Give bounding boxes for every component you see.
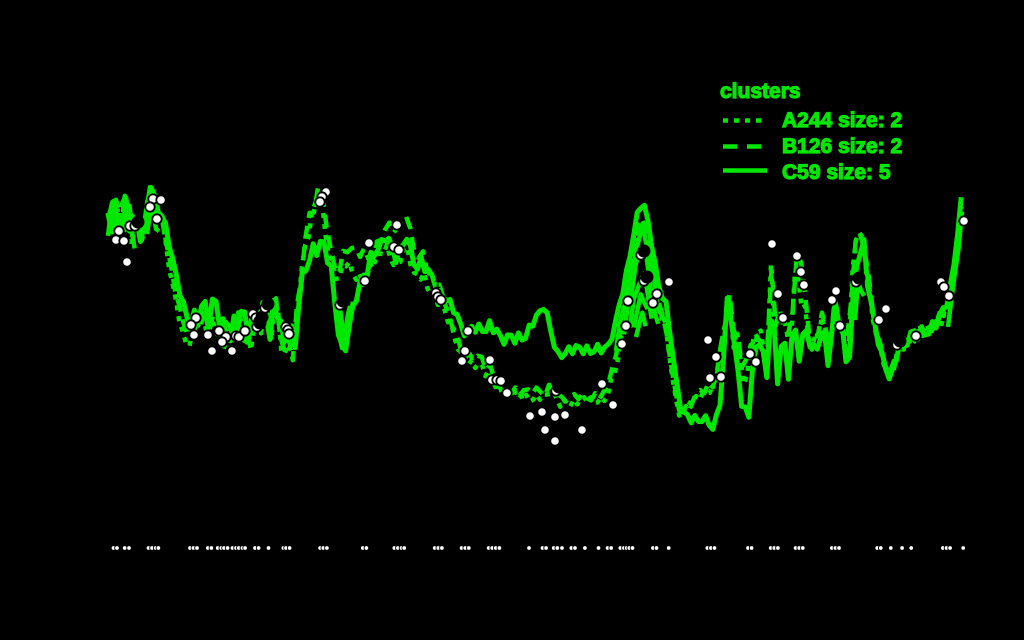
svg-text:1: 1	[118, 206, 123, 215]
svg-text:1: 1	[434, 277, 441, 291]
